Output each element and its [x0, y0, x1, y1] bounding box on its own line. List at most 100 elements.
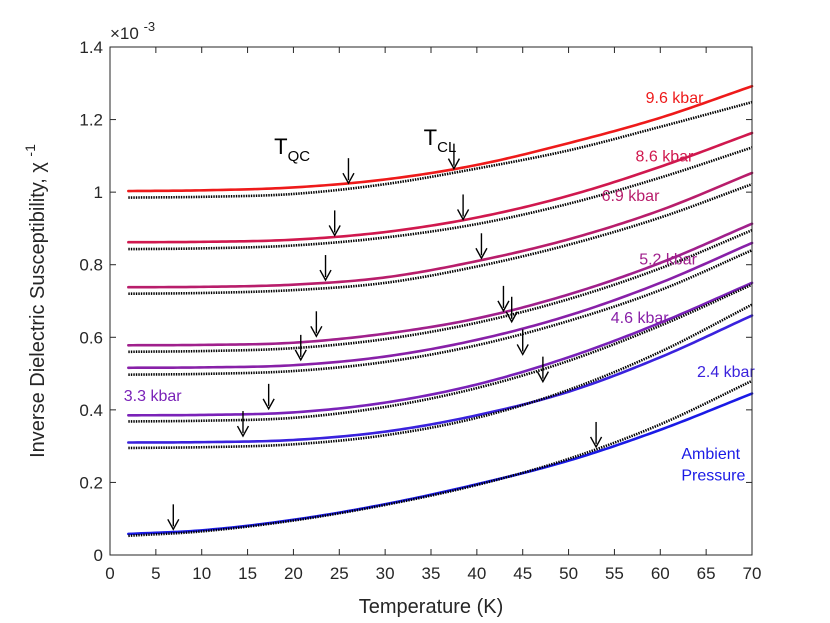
series-5-data-line — [127, 281, 754, 417]
transition-arrow-9-head — [505, 311, 518, 324]
temperature-annotation-0-symbol: T — [274, 134, 287, 159]
transition-arrow-3-head — [456, 209, 470, 221]
series-0-fit-line — [128, 100, 753, 199]
x-axis-label: Temperature (K) — [359, 596, 504, 618]
transition-arrow-6-head — [310, 325, 323, 338]
transition-arrow-15-head — [589, 436, 603, 449]
series-6-data-line — [127, 314, 754, 444]
transition-arrow-13-head — [536, 371, 550, 384]
transition-arrow-15 — [589, 421, 603, 449]
x-tick-label-10: 50 — [559, 564, 578, 583]
transition-arrow-14 — [167, 504, 180, 531]
series-4-data-line — [127, 241, 754, 370]
series-label-6: 3.3 kbar — [124, 388, 182, 405]
series-7-fit-line — [128, 379, 753, 538]
x-tick-label-1: 5 — [151, 564, 160, 583]
series-label-0: 9.6 kbar — [646, 90, 704, 107]
transition-arrow-0-head — [342, 172, 355, 185]
y-scale-exponent: -3 — [144, 19, 156, 34]
transition-arrow-5-head — [475, 247, 488, 260]
transition-arrow-11 — [516, 329, 529, 356]
arrow-layer — [167, 143, 603, 531]
transition-arrow-12 — [236, 411, 250, 438]
transition-arrow-7 — [497, 285, 510, 313]
x-tick-label-12: 60 — [651, 564, 670, 583]
series-5-group — [127, 281, 754, 423]
label-layer: 9.6 kbar 8.6 kbar 6.9 kbar 5.2 kbar 4.6 kbar… — [124, 90, 756, 484]
transition-arrow-3 — [456, 194, 470, 221]
transition-arrow-7-head — [497, 300, 510, 313]
y-tick-label-0: 0 — [94, 546, 103, 565]
x-tick-label-8: 40 — [467, 564, 486, 583]
series-label-1: 8.6 kbar — [636, 148, 694, 165]
x-tick-label-6: 30 — [376, 564, 395, 583]
transition-arrow-1-head — [447, 158, 461, 171]
transition-arrow-10-head — [262, 398, 275, 411]
series-label-8: Pressure — [681, 468, 745, 485]
y-tick-label-4: 0.8 — [79, 256, 103, 275]
x-tick-label-11: 55 — [605, 564, 624, 583]
y-axis-label-exponent: -1 — [22, 144, 38, 157]
transition-arrow-9 — [505, 296, 518, 324]
series-1-fit-line — [128, 146, 753, 251]
series-label-5: 2.4 kbar — [697, 364, 755, 381]
y-scale-base: ×10 — [110, 24, 139, 43]
transition-arrow-5 — [475, 233, 488, 260]
transition-arrow-2-head — [328, 225, 341, 237]
y-tick-label-6: 1.2 — [79, 111, 103, 130]
series-label-7: Ambient — [681, 446, 740, 463]
series-0-group — [127, 84, 754, 199]
temperature-annotation-1-symbol: T — [424, 125, 437, 150]
series-layer — [127, 84, 754, 538]
series-4-fit-line — [128, 249, 753, 376]
transition-arrow-10 — [262, 383, 275, 411]
series-1-group — [127, 131, 754, 251]
transition-arrow-13 — [536, 356, 550, 384]
series-0-data-line — [127, 84, 754, 193]
x-tick-label-14: 70 — [743, 564, 762, 583]
y-tick-label-7: 1.4 — [79, 38, 103, 57]
temperature-annotation-0-subscript: QC — [288, 148, 311, 165]
transition-arrow-11-head — [516, 344, 529, 356]
tick-layer: 0 5 10 15 20 25 30 35 40 45 50 55 60 65 70 0 0.2 0.4 0.6 0.… — [79, 38, 761, 583]
y-tick-label-2: 0.4 — [79, 401, 103, 420]
transition-arrow-4 — [319, 255, 332, 282]
y-axis-label-text: Inverse Dielectric Susceptibility, χ — [27, 162, 49, 458]
transition-arrow-4-head — [319, 269, 332, 282]
y-tick-label-1: 0.2 — [79, 473, 103, 492]
series-3-data-line — [127, 222, 754, 347]
x-tick-label-0: 0 — [105, 564, 114, 583]
temperature-annotation-1: TCL — [424, 125, 457, 156]
series-2-data-line — [127, 171, 754, 289]
x-tick-label-13: 65 — [697, 564, 716, 583]
transition-arrow-1 — [447, 143, 461, 171]
temperature-annotation-1-subscript: CL — [437, 139, 456, 156]
transition-arrow-8 — [294, 334, 307, 362]
series-label-2: 6.9 kbar — [602, 188, 660, 205]
series-6-fit-line — [128, 303, 753, 450]
series-2-group — [127, 171, 754, 296]
transition-arrow-12-head — [236, 425, 250, 438]
transition-arrow-0 — [342, 158, 355, 185]
y-tick-label-5: 1 — [94, 183, 103, 202]
x-tick-label-5: 25 — [330, 564, 349, 583]
transition-arrow-6 — [310, 311, 323, 338]
x-tick-label-9: 45 — [513, 564, 532, 583]
x-tick-label-2: 10 — [192, 564, 211, 583]
y-axis-label: Inverse Dielectric Susceptibility, χ -1 — [22, 144, 49, 458]
y-axis-scale-multiplier: ×10 -3 — [110, 19, 155, 43]
transition-arrow-2 — [328, 210, 341, 237]
series-7-group — [127, 379, 754, 538]
temperature-annotation-0: TQC — [274, 134, 310, 165]
x-tick-label-3: 15 — [238, 564, 257, 583]
series-3-group — [127, 222, 754, 354]
series-4-group — [127, 241, 754, 376]
series-3-fit-line — [128, 229, 753, 354]
series-label-3: 5.2 kbar — [639, 252, 697, 269]
x-tick-label-4: 20 — [284, 564, 303, 583]
series-label-4: 4.6 kbar — [611, 310, 669, 327]
x-tick-label-7: 35 — [422, 564, 441, 583]
transition-arrow-14-head — [167, 518, 180, 531]
